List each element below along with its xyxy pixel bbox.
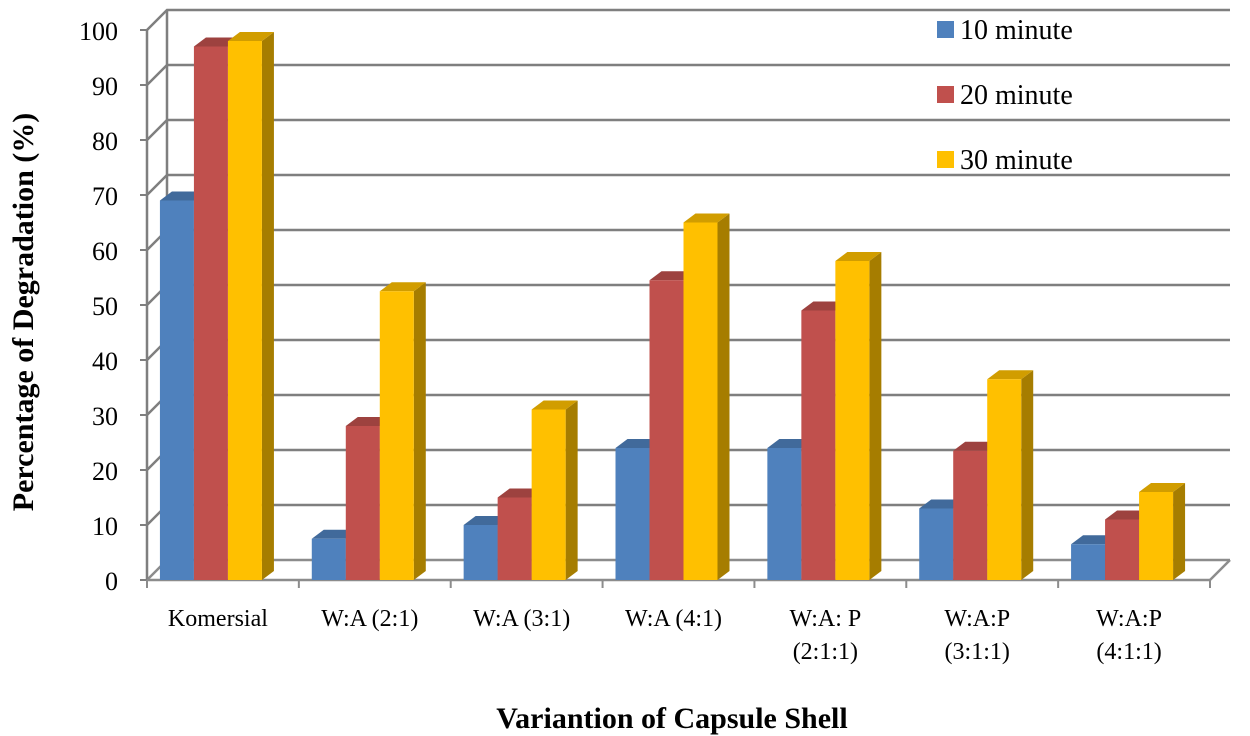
- legend-item: 30 minute: [937, 145, 1073, 176]
- x-tick-label: (4:1:1): [1096, 639, 1161, 665]
- legend-item: 20 minute: [937, 80, 1073, 111]
- bar-front: [497, 497, 532, 580]
- y-tick-label: 40: [92, 347, 118, 376]
- bar-front: [767, 448, 802, 580]
- bar-front: [1071, 544, 1106, 580]
- y-tick-label: 30: [92, 402, 118, 431]
- bar-top: [683, 213, 730, 223]
- legend-label: 20 minute: [960, 80, 1073, 111]
- bar-top: [227, 32, 274, 41]
- bar-front: [345, 426, 380, 580]
- bar-front: [953, 450, 988, 580]
- x-tick-label: W:A:P: [1096, 606, 1162, 632]
- y-axis-title: Percentage of Degradation (%): [7, 113, 40, 512]
- bar: [683, 213, 730, 580]
- y-tick-label: 50: [92, 292, 118, 321]
- y-tick-label: 90: [92, 72, 118, 101]
- bar-top: [1139, 483, 1186, 492]
- bar-side: [717, 213, 730, 580]
- bar-layer: [159, 32, 1186, 580]
- legend-item: 10 minute: [937, 15, 1073, 46]
- floor-edge: [1209, 559, 1231, 581]
- x-tick-label: W:A: P: [789, 606, 861, 632]
- bar: [987, 370, 1034, 580]
- gridline: [146, 8, 1230, 31]
- bar-front: [193, 46, 228, 580]
- y-tick-label: 60: [92, 237, 118, 266]
- y-tick-label: 10: [92, 512, 118, 541]
- bar-front: [311, 538, 346, 580]
- bar-top: [987, 370, 1034, 380]
- bar-top: [835, 252, 882, 261]
- y-tick-label: 70: [92, 182, 118, 211]
- gridline: [146, 118, 1230, 141]
- bar-front: [531, 409, 566, 580]
- bar: [227, 32, 274, 580]
- bar-top: [379, 282, 426, 292]
- y-tick-label: 80: [92, 127, 118, 156]
- bar-front: [1139, 492, 1174, 580]
- bar-front: [683, 222, 718, 580]
- bar: [379, 282, 426, 580]
- legend-label: 10 minute: [960, 15, 1073, 46]
- bar-front: [987, 379, 1022, 580]
- bar-side: [565, 400, 578, 580]
- bar-front: [227, 41, 262, 580]
- bar-front: [649, 280, 684, 580]
- bar-top: [531, 400, 578, 410]
- y-tick-label: 20: [92, 457, 118, 486]
- x-tick-label: (2:1:1): [793, 639, 858, 665]
- bar: [1139, 483, 1186, 580]
- x-tick-label: W:A (2:1): [321, 606, 418, 632]
- gridline: [146, 63, 1230, 86]
- x-axis-title: Variantion of Capsule Shell: [496, 702, 847, 735]
- bar-side: [1021, 370, 1034, 580]
- y-tick-label: 0: [105, 567, 118, 596]
- bar-side: [1173, 483, 1186, 580]
- legend-swatch: [937, 21, 954, 38]
- y-tick-label: 100: [79, 17, 118, 46]
- x-tick-label: W:A (3:1): [473, 606, 570, 632]
- bar-side: [261, 32, 274, 580]
- legend: 10 minute 20 minute 30 minute: [937, 15, 1073, 176]
- gridline: [146, 173, 1230, 196]
- bar-front: [1105, 519, 1140, 580]
- bar-front: [159, 200, 194, 580]
- x-tick-label: W:A:P: [944, 606, 1010, 632]
- legend-swatch: [937, 151, 954, 168]
- x-tick-label: (3:1:1): [945, 639, 1010, 665]
- bar-side: [869, 252, 882, 580]
- bar-front: [835, 261, 870, 580]
- legend-label: 30 minute: [960, 145, 1073, 176]
- legend-swatch: [937, 86, 954, 103]
- bar-front: [919, 508, 954, 580]
- x-tick-label: W:A (4:1): [625, 606, 722, 632]
- bar-front: [463, 525, 498, 580]
- bar-front: [615, 448, 650, 580]
- bar-front: [379, 291, 414, 580]
- bar-side: [413, 282, 426, 580]
- x-tick-label: Komersial: [168, 606, 268, 632]
- bar: [835, 252, 882, 580]
- bar: [531, 400, 578, 580]
- bar-front: [801, 310, 836, 580]
